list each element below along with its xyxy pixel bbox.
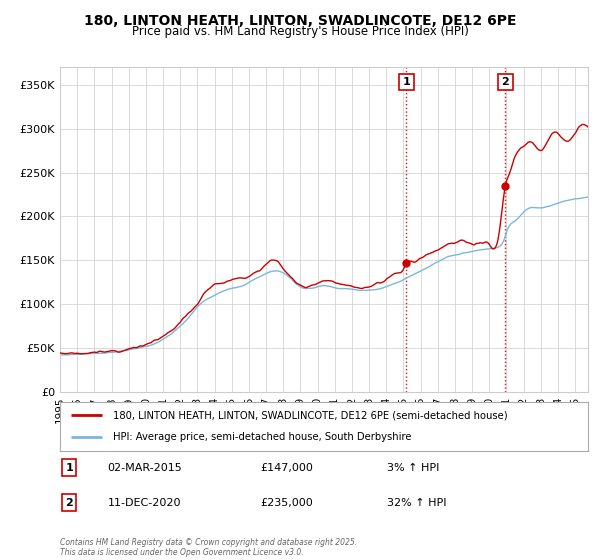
Text: £147,000: £147,000 [260, 463, 314, 473]
Text: Contains HM Land Registry data © Crown copyright and database right 2025.
This d: Contains HM Land Registry data © Crown c… [60, 538, 357, 557]
Text: 02-MAR-2015: 02-MAR-2015 [107, 463, 182, 473]
Text: 180, LINTON HEATH, LINTON, SWADLINCOTE, DE12 6PE: 180, LINTON HEATH, LINTON, SWADLINCOTE, … [84, 14, 516, 28]
Text: 32% ↑ HPI: 32% ↑ HPI [388, 498, 447, 507]
Text: 2: 2 [502, 77, 509, 87]
Text: 11-DEC-2020: 11-DEC-2020 [107, 498, 181, 507]
Text: 2: 2 [65, 498, 73, 507]
Text: HPI: Average price, semi-detached house, South Derbyshire: HPI: Average price, semi-detached house,… [113, 432, 412, 442]
Text: 3% ↑ HPI: 3% ↑ HPI [388, 463, 440, 473]
Text: 180, LINTON HEATH, LINTON, SWADLINCOTE, DE12 6PE (semi-detached house): 180, LINTON HEATH, LINTON, SWADLINCOTE, … [113, 410, 508, 421]
Text: 1: 1 [65, 463, 73, 473]
Text: £235,000: £235,000 [260, 498, 313, 507]
Text: Price paid vs. HM Land Registry's House Price Index (HPI): Price paid vs. HM Land Registry's House … [131, 25, 469, 38]
Text: 1: 1 [403, 77, 410, 87]
